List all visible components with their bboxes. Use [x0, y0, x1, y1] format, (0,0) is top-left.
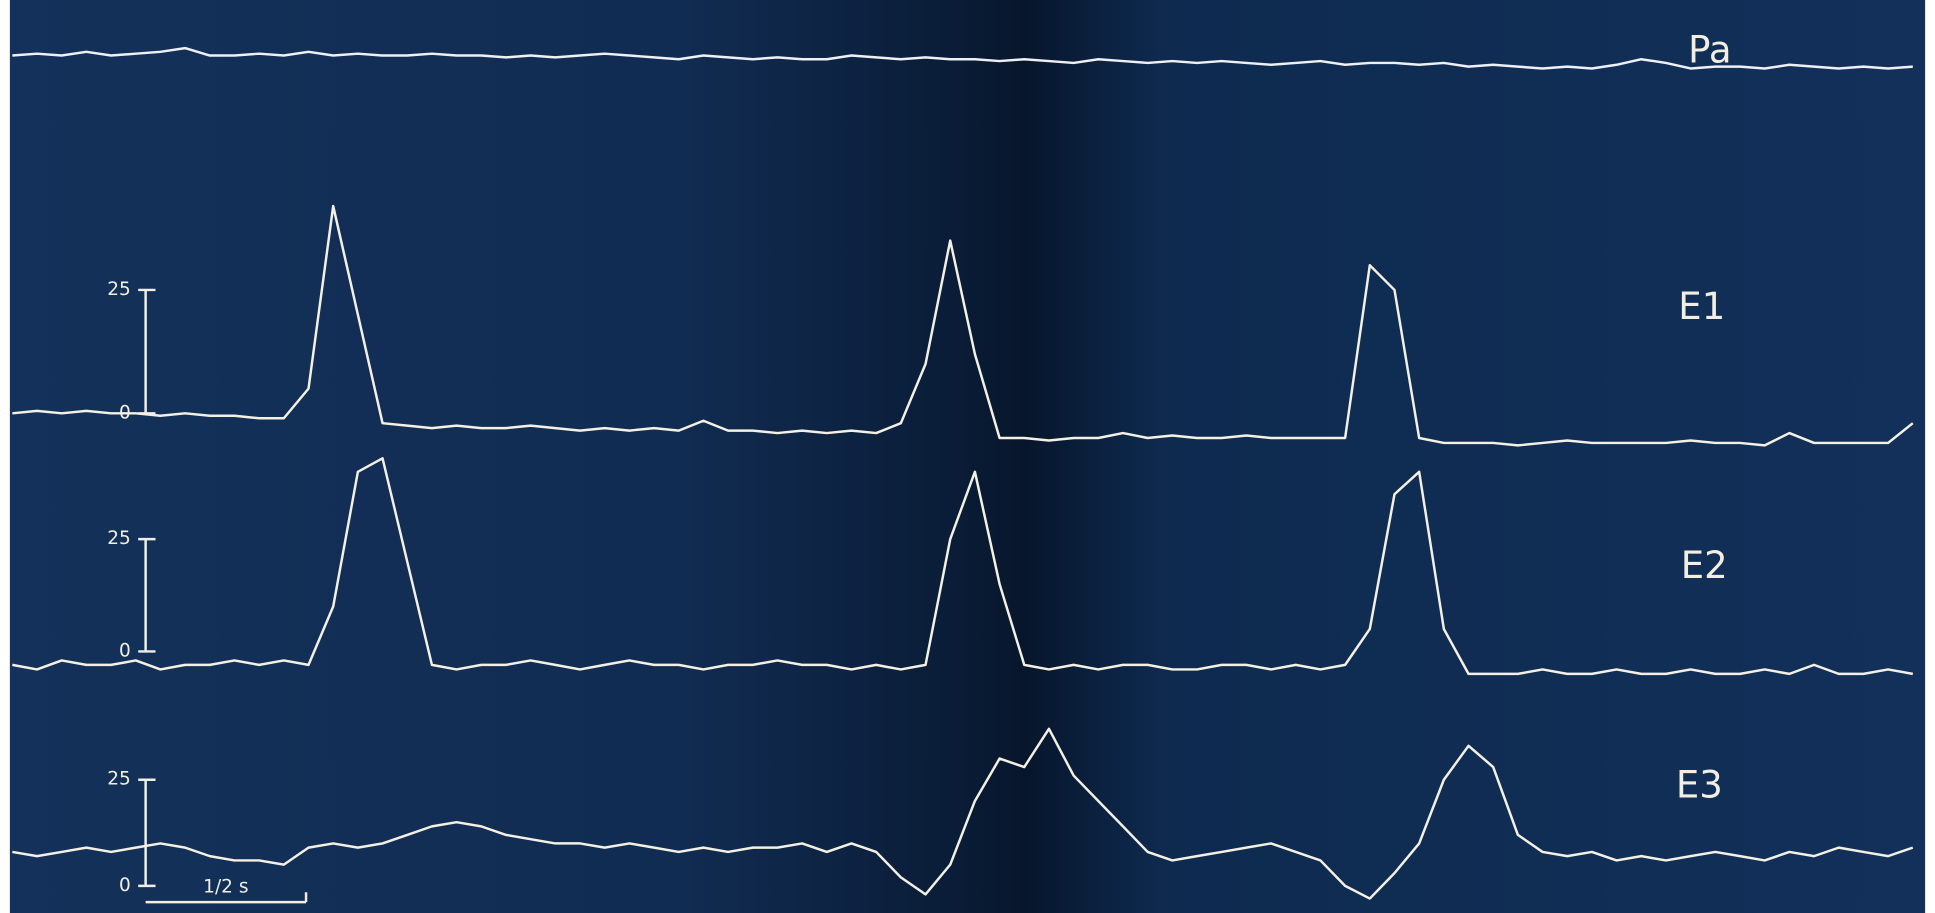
trace-label: E1: [1678, 285, 1725, 328]
trace-label: Pa: [1688, 28, 1731, 71]
recording: Pa025E1025E20251/2 sE3: [0, 0, 1935, 913]
trace-label: E3: [1676, 764, 1723, 807]
y-tick-label: 0: [119, 875, 131, 896]
trace-label: E2: [1681, 544, 1728, 587]
y-tick-label: 25: [107, 279, 131, 300]
time-scale-label: 1/2 s: [203, 876, 248, 897]
right-edge: [1925, 0, 1935, 913]
left-edge: [0, 0, 10, 913]
y-tick-label: 0: [119, 640, 131, 661]
y-tick-label: 25: [107, 769, 131, 790]
background: [0, 0, 1935, 913]
y-tick-label: 25: [107, 528, 131, 549]
page: Pa025E1025E20251/2 sE3 (() => { const da…: [0, 0, 1935, 913]
